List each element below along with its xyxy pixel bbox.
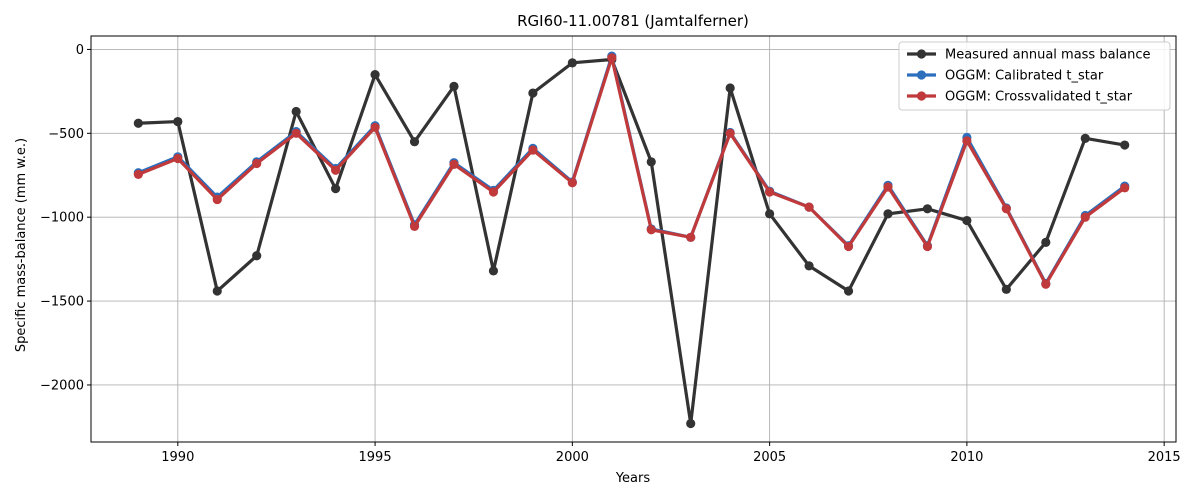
data-point (409, 221, 420, 232)
data-point (962, 215, 972, 226)
data-point (1120, 183, 1130, 193)
y-tick-label: 0 (76, 43, 84, 58)
data-point (449, 159, 459, 169)
y-tick-label: −2000 (40, 378, 84, 393)
data-point (1120, 140, 1130, 150)
data-point (133, 169, 143, 180)
data-point (1080, 212, 1090, 222)
data-point (252, 251, 262, 261)
legend-marker (916, 70, 927, 80)
data-point (804, 261, 814, 271)
data-point (567, 178, 577, 188)
x-tick-label: 2000 (556, 450, 589, 465)
data-point (331, 184, 341, 194)
x-tick-label: 1995 (359, 450, 392, 465)
legend-item: Measured annual mass balance (907, 48, 1151, 63)
data-point (370, 122, 380, 133)
data-point (883, 209, 893, 219)
plot-frame (90, 35, 1177, 443)
x-tick-label: 2005 (753, 450, 786, 465)
data-point (922, 241, 933, 252)
legend-box (898, 41, 1171, 111)
data-point (843, 286, 854, 296)
data-point (528, 145, 538, 155)
data-point (488, 266, 499, 276)
data-point (409, 137, 420, 147)
data-point (1001, 284, 1011, 294)
data-point (370, 69, 380, 80)
data-point (765, 209, 775, 219)
data-point (1001, 204, 1011, 214)
data-point (173, 153, 183, 164)
data-point (883, 182, 893, 192)
legend-item: OGGM: Crossvalidated t_star (907, 90, 1133, 105)
data-point (212, 194, 222, 205)
data-point (922, 204, 933, 214)
x-axis-title: Years (615, 471, 651, 486)
data-point (646, 225, 656, 235)
x-tick-label: 2010 (950, 450, 983, 465)
chart-title: RGI60-11.00781 (Jamtalferner) (517, 12, 749, 30)
data-point (488, 187, 499, 197)
data-point (646, 157, 656, 167)
y-tick-label: −1000 (40, 211, 84, 226)
legend-label: OGGM: Crossvalidated t_star (945, 90, 1133, 105)
data-point (804, 202, 814, 212)
y-axis-title: Specific mass-balance (mm w.e.) (14, 138, 29, 352)
series-3 (133, 53, 1130, 289)
data-point (607, 53, 617, 63)
data-point (291, 128, 301, 138)
legend-marker (916, 91, 927, 101)
data-point (567, 58, 577, 68)
legend-marker (916, 49, 927, 59)
data-point (173, 116, 183, 127)
series-line (138, 57, 1125, 426)
data-point (252, 158, 262, 169)
data-point (291, 106, 301, 117)
data-point (449, 81, 459, 91)
axis-ticks: 1990 1995 2000 2005 2010 2015 0 −500 −1000 −1500 −… (40, 43, 1181, 465)
data-point (212, 286, 222, 296)
y-tick-label: −1500 (40, 295, 84, 310)
data-point (133, 118, 143, 128)
x-tick-label: 2015 (1148, 450, 1181, 465)
data-point (331, 165, 341, 175)
data-point (686, 418, 696, 429)
data-point (725, 128, 735, 138)
data-point (1080, 133, 1090, 143)
data-point (1041, 279, 1051, 289)
data-point (528, 88, 538, 98)
data-point (725, 83, 735, 93)
legend-label: OGGM: Calibrated t_star (945, 69, 1104, 84)
data-point (843, 241, 854, 252)
series-line (137, 56, 1126, 286)
legend-item: OGGM: Calibrated t_star (907, 69, 1104, 84)
data-point (1041, 237, 1051, 247)
series-1 (133, 54, 1130, 429)
y-tick-label: −500 (48, 127, 84, 142)
legend: Measured annual mass balance OGGM: Calibr… (898, 41, 1171, 111)
x-tick-label: 1990 (161, 450, 194, 465)
data-point (962, 136, 972, 146)
legend-label: Measured annual mass balance (945, 48, 1151, 63)
data-point (686, 232, 696, 242)
data-point (765, 187, 775, 197)
series-group (133, 51, 1130, 429)
